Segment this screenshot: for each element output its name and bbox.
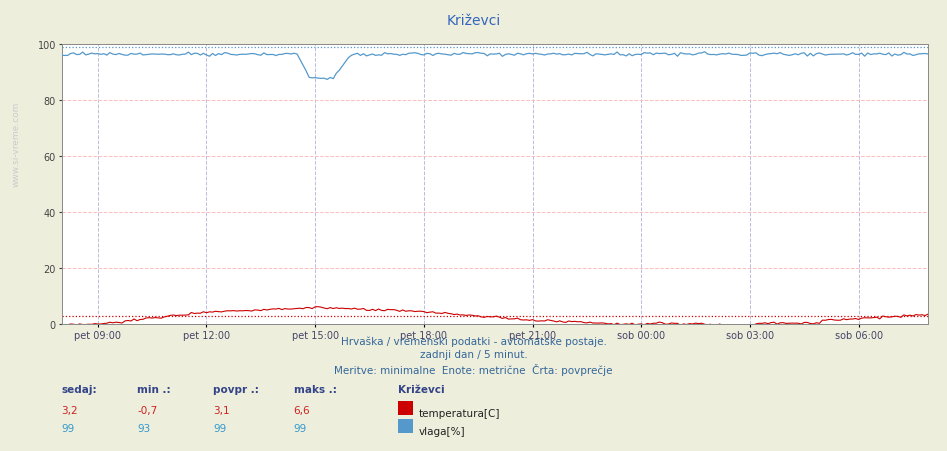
Text: sedaj:: sedaj: xyxy=(62,384,98,394)
Text: 3,2: 3,2 xyxy=(62,405,79,414)
Text: 99: 99 xyxy=(62,423,75,433)
Text: Hrvaška / vremenski podatki - avtomatske postaje.: Hrvaška / vremenski podatki - avtomatske… xyxy=(341,336,606,346)
Text: Meritve: minimalne  Enote: metrične  Črta: povprečje: Meritve: minimalne Enote: metrične Črta:… xyxy=(334,363,613,375)
Text: Križevci: Križevci xyxy=(446,14,501,28)
Text: 99: 99 xyxy=(294,423,307,433)
Text: www.si-vreme.com: www.si-vreme.com xyxy=(11,102,21,187)
Text: -0,7: -0,7 xyxy=(137,405,157,414)
Text: vlaga[%]: vlaga[%] xyxy=(419,426,465,436)
Text: zadnji dan / 5 minut.: zadnji dan / 5 minut. xyxy=(420,350,527,359)
Text: temperatura[C]: temperatura[C] xyxy=(419,408,500,418)
Text: 99: 99 xyxy=(213,423,226,433)
Text: maks .:: maks .: xyxy=(294,384,336,394)
Text: min .:: min .: xyxy=(137,384,171,394)
Text: 93: 93 xyxy=(137,423,151,433)
Text: 3,1: 3,1 xyxy=(213,405,230,414)
Text: povpr .:: povpr .: xyxy=(213,384,259,394)
Text: 6,6: 6,6 xyxy=(294,405,311,414)
Text: Križevci: Križevci xyxy=(398,384,444,394)
